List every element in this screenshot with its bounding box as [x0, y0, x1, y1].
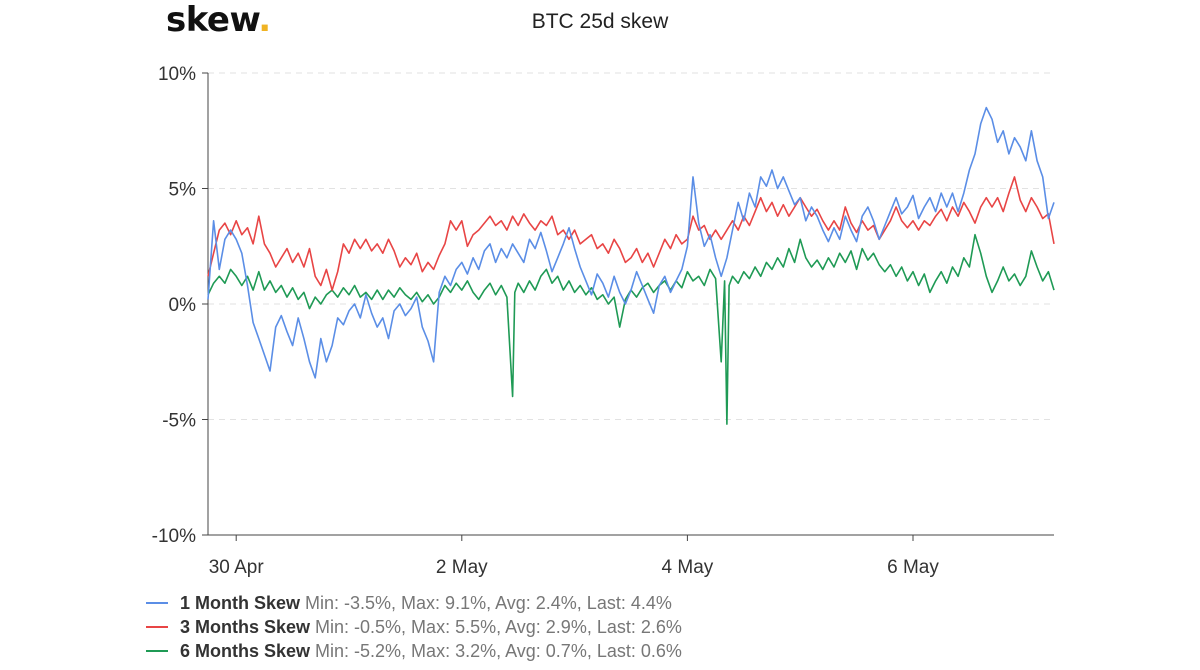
logo-text: skew	[166, 0, 259, 40]
axes	[202, 72, 1054, 541]
grid-lines	[208, 72, 1054, 420]
legend: 1 Month Skew Min: -3.5%, Max: 9.1%, Avg: …	[146, 591, 682, 663]
x-tick-label: 4 May	[662, 557, 714, 578]
legend-swatch	[146, 626, 168, 628]
logo-dot: .	[258, 0, 271, 40]
legend-swatch	[146, 650, 168, 652]
series-lines	[207, 106, 1055, 425]
legend-series-stats: Min: -3.5%, Max: 9.1%, Avg: 2.4%, Last: …	[305, 593, 672, 613]
y-tick-label: -10%	[152, 526, 196, 547]
skew-chart: 10% 5% 0% -5% -10% 30 Apr 2 May 4 May 6 May	[152, 64, 1055, 578]
tick-labels: 10% 5% 0% -5% -10% 30 Apr 2 May 4 May 6 May	[152, 64, 940, 578]
series-line-1-month-skew	[207, 106, 1055, 379]
series-line-3-months-skew	[207, 176, 1055, 291]
chart-title: BTC 25d skew	[531, 10, 669, 33]
legend-series-name: 6 Months Skew	[180, 641, 311, 661]
legend-swatch	[146, 602, 168, 604]
x-tick-label: 6 May	[887, 557, 939, 578]
y-tick-label: 5%	[169, 180, 197, 201]
series-line-6-months-skew	[207, 233, 1055, 425]
y-tick-label: -5%	[162, 411, 196, 432]
x-tick-label: 2 May	[436, 557, 488, 578]
legend-series-stats: Min: -0.5%, Max: 5.5%, Avg: 2.9%, Last: …	[315, 617, 682, 637]
x-tick-label: 30 Apr	[209, 557, 265, 578]
y-tick-label: 10%	[158, 64, 196, 85]
legend-item[interactable]: 6 Months Skew Min: -5.2%, Max: 3.2%, Avg:…	[146, 639, 682, 663]
legend-series-name: 3 Months Skew	[180, 617, 311, 637]
legend-series-name: 1 Month Skew	[180, 593, 301, 613]
legend-series-stats: Min: -5.2%, Max: 3.2%, Avg: 0.7%, Last: …	[315, 641, 682, 661]
skew-logo: skew.	[166, 0, 271, 40]
y-tick-label: 0%	[169, 295, 197, 316]
legend-item[interactable]: 1 Month Skew Min: -3.5%, Max: 9.1%, Avg: …	[146, 591, 682, 615]
legend-item[interactable]: 3 Months Skew Min: -0.5%, Max: 5.5%, Avg:…	[146, 615, 682, 639]
